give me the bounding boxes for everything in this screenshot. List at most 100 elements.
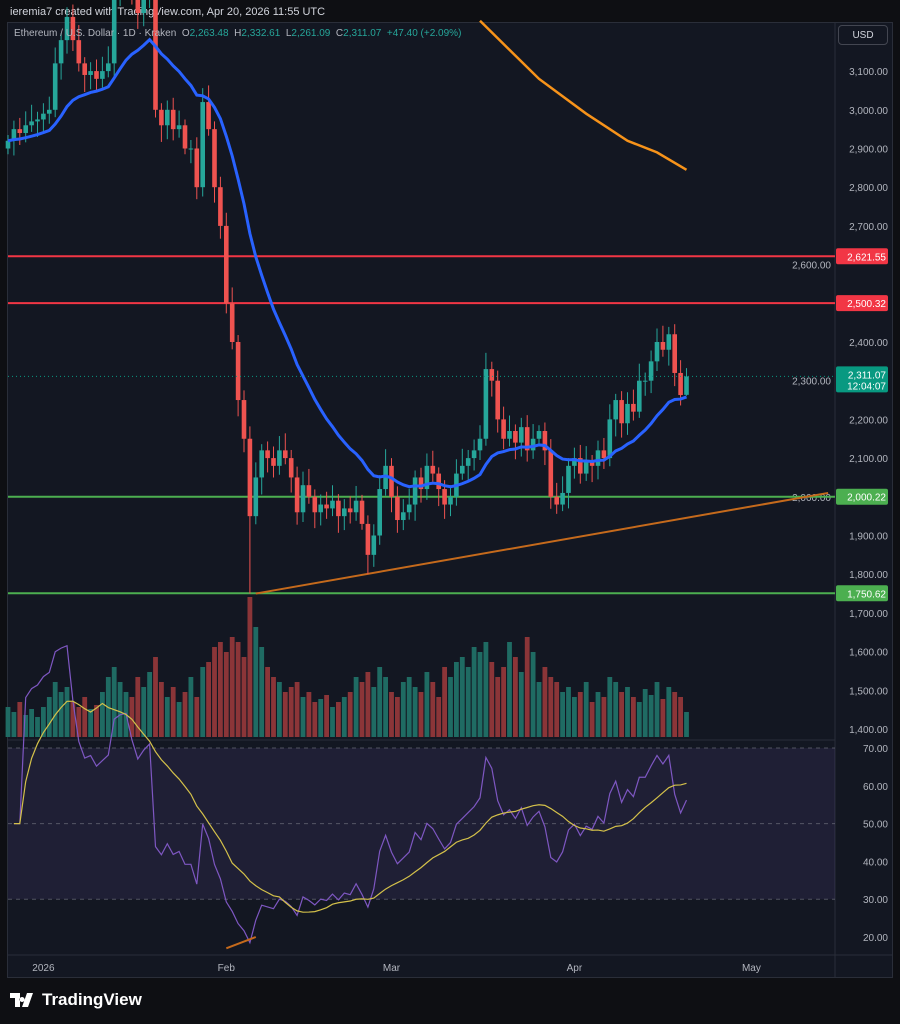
low-value: 2,261.09: [291, 28, 331, 39]
candle-body: [424, 465, 430, 490]
candle-body: [70, 16, 76, 41]
volume-bar: [223, 652, 229, 737]
price-tick-label: 3,000.00: [849, 106, 888, 117]
rsi-divergence-line: [225, 936, 257, 950]
candle-body: [259, 450, 264, 478]
candle-body: [637, 380, 642, 412]
candle-body: [495, 380, 500, 420]
price-tick-label: 2,300.00: [792, 377, 831, 388]
candle-body: [229, 303, 235, 342]
candle-body: [94, 71, 99, 79]
volume-bar: [153, 657, 158, 737]
tradingview-logo[interactable]: TradingView: [10, 990, 142, 1010]
level-price-badge: [836, 585, 888, 602]
candle-body: [359, 500, 365, 524]
price-tick-label: 2,800.00: [849, 183, 888, 194]
candle-body: [607, 419, 613, 459]
rsi-ma-line: [13, 700, 687, 913]
candle-body: [536, 431, 542, 439]
volume-bar: [318, 699, 324, 737]
rsi-tick-label: 40.00: [863, 857, 888, 868]
candle-body: [377, 489, 382, 536]
candle-body: [660, 342, 666, 350]
rsi-tick-label: 20.00: [863, 933, 888, 944]
change-value: +47.40 (+2.09%): [386, 28, 462, 39]
candle-body: [23, 125, 28, 134]
candle-body: [684, 376, 689, 395]
candle-body: [206, 102, 211, 130]
candle-body: [654, 342, 660, 362]
price-tick-label: 1,600.00: [849, 648, 888, 659]
candle-body: [548, 450, 554, 497]
candle-body: [642, 380, 648, 382]
volume-bar: [353, 677, 359, 737]
candle-body: [471, 450, 477, 459]
candle-body: [283, 450, 288, 459]
volume-bar: [678, 697, 683, 737]
candle-body: [342, 508, 347, 517]
volume-bar: [58, 692, 64, 737]
volume-bar: [129, 697, 135, 737]
volume-bar: [619, 692, 624, 737]
high-value: 2,332.61: [241, 28, 281, 39]
volume-bar: [23, 715, 29, 737]
current-price-badge: [836, 366, 888, 393]
ema-line: [7, 37, 688, 489]
candle-body: [111, 0, 117, 64]
volume-bar: [507, 642, 512, 737]
volume-bar: [253, 627, 259, 737]
volume-bar: [377, 667, 383, 737]
price-tick-label: 2,400.00: [849, 338, 888, 349]
level-price-label: 2,500.32: [847, 299, 886, 310]
volume-bar: [159, 682, 164, 737]
volume-bar: [607, 677, 613, 737]
volume-bar: [170, 687, 176, 737]
volume-bar: [489, 662, 495, 737]
candle-body: [401, 512, 406, 521]
volume-bar: [141, 687, 147, 737]
volume-bar: [17, 702, 23, 737]
time-axis-label: Feb: [218, 963, 236, 974]
candle-body: [218, 187, 223, 226]
volume-bar: [206, 662, 211, 737]
volume-bar: [182, 692, 188, 737]
volume-bar: [306, 692, 312, 737]
currency-button[interactable]: USD: [838, 25, 888, 45]
candle-body: [153, 0, 158, 110]
candle-body: [395, 496, 400, 521]
volume-bar: [29, 709, 34, 737]
candle-body: [589, 461, 595, 466]
candle-body: [524, 427, 530, 451]
candle-body: [336, 500, 341, 517]
volume-bar: [577, 692, 583, 737]
volume-bar: [583, 682, 589, 737]
candle-body: [601, 450, 607, 459]
volume-bar: [164, 697, 170, 737]
candle-body: [271, 458, 276, 466]
volume-bar: [448, 677, 453, 737]
volume-bar: [324, 695, 329, 737]
brand-name: TradingView: [42, 990, 142, 1009]
candle-body: [501, 419, 506, 439]
time-axis-label: May: [742, 963, 761, 974]
candle-body: [277, 450, 282, 466]
volume-bar: [336, 702, 341, 737]
volume-bar: [371, 687, 377, 737]
candle-body: [41, 113, 46, 120]
volume-bar: [631, 697, 636, 737]
volume-bar: [11, 712, 17, 737]
candle-body: [406, 504, 412, 513]
candle-body: [430, 465, 436, 474]
rsi-band: [8, 748, 835, 900]
price-tick-label: 2,900.00: [849, 145, 888, 156]
volume-bar: [595, 692, 601, 737]
level-price-label: 2,000.22: [847, 493, 886, 504]
price-tick-label: 2,600.00: [792, 261, 831, 272]
volume-bar: [465, 667, 471, 737]
candle-body: [648, 361, 654, 381]
chart-credit: ieremia7 created with TradingView.com, A…: [10, 6, 326, 18]
volume-bar: [147, 672, 152, 737]
candle-body: [135, 0, 141, 14]
volume-bar: [271, 677, 276, 737]
